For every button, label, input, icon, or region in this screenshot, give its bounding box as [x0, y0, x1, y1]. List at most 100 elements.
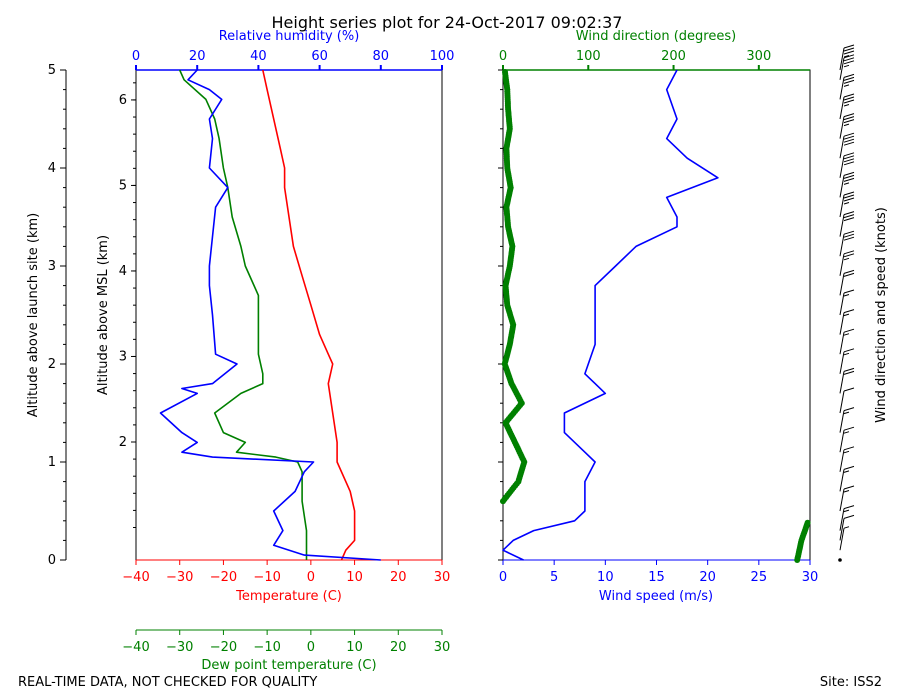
- wind-barb-staff: [839, 77, 845, 100]
- wind-barb-flag: [843, 76, 855, 81]
- wind-barb-flag: [843, 407, 855, 412]
- wind-barb: [839, 426, 855, 453]
- outer-altitude-tick-label: 5: [48, 63, 56, 78]
- wind-barb-flag: [843, 230, 855, 235]
- wind-barb-flag: [843, 367, 855, 372]
- wind-barb-flag: [843, 217, 855, 222]
- wind-barb: [839, 505, 855, 531]
- wind-barb-flag: [843, 171, 855, 176]
- wind-barb-flag: [843, 73, 855, 78]
- wind-barb: [839, 367, 855, 394]
- wind-barb-staff: [839, 508, 845, 531]
- wind-barb-flag: [843, 138, 855, 143]
- dewpoint-tick-label: −40: [122, 640, 149, 655]
- wind-barb-flag: [843, 328, 855, 333]
- wind-barb-staff: [839, 175, 845, 198]
- outer-altitude-label: Altitude above launch site (km): [26, 213, 41, 417]
- wind-speed-tick-label: 10: [597, 570, 614, 585]
- wind-barb-flag: [843, 57, 855, 62]
- msl-altitude-tick-label: 3: [119, 349, 127, 364]
- wind-barb-flag: [843, 289, 855, 294]
- outer-altitude-tick-label: 0: [48, 553, 56, 568]
- wind-barb-flag: [843, 446, 855, 451]
- wind-barb-staff: [839, 449, 845, 472]
- wind-barb-half-flag: [843, 526, 850, 529]
- wind-barb-flag: [843, 309, 855, 314]
- dewpoint-tick-label: −10: [253, 640, 280, 655]
- wind-barb-half-flag: [843, 104, 850, 107]
- humidity-axis-label: Relative humidity (%): [219, 29, 360, 44]
- wind-barb: [839, 446, 855, 472]
- wind-speed-tick-label: 20: [699, 570, 716, 585]
- wind-barb-flag: [843, 119, 855, 124]
- wind-barb-half-flag: [843, 352, 850, 356]
- wind-barb-flag: [843, 79, 855, 84]
- wind-barb-half-flag: [843, 333, 850, 336]
- wind-barb-staff: [839, 390, 845, 414]
- wind-barb-flag: [843, 152, 855, 157]
- wind-barb-staff: [839, 136, 845, 159]
- temperature-tick-label: −40: [122, 570, 149, 585]
- wind-barb: [839, 348, 855, 374]
- wind-barb-flag: [843, 135, 855, 140]
- wind-barb-staff: [839, 234, 845, 257]
- wind-barb-staff: [839, 332, 845, 355]
- outer-altitude-tick-label: 2: [48, 357, 56, 372]
- humidity-tick-label: 40: [250, 49, 267, 64]
- msl-altitude-tick-label: 2: [119, 435, 127, 450]
- wind-barb-flag: [843, 514, 855, 519]
- wind-barb-staff: [839, 488, 845, 512]
- wind-barb-flag: [843, 233, 855, 238]
- wind-barb-half-flag: [843, 55, 850, 58]
- wind-barb: [839, 328, 855, 355]
- wind-barb: [839, 191, 855, 218]
- figure-title: Height series plot for 24-Oct-2017 09:02…: [272, 13, 623, 32]
- dewpoint-tick-label: −20: [210, 640, 237, 655]
- outer-altitude-tick-label: 4: [48, 161, 56, 176]
- wind-barb: [839, 152, 855, 178]
- dewpoint-tick-label: 10: [346, 640, 363, 655]
- wind-speed-tick-label: 15: [648, 570, 665, 585]
- wind-barb-staff: [839, 253, 845, 276]
- outer-altitude-tick-label: 3: [48, 259, 56, 274]
- msl-altitude-tick-label: 4: [119, 264, 127, 279]
- wind-speed-tick-label: 5: [550, 570, 558, 585]
- wind-barb-staff: [839, 469, 845, 492]
- wind-barb-half-flag: [843, 313, 850, 317]
- wind-barb-staff: [839, 430, 845, 453]
- temperature-tick-label: 30: [434, 570, 451, 585]
- wind-barb-staff: [839, 410, 845, 433]
- wind-barb-staff: [839, 57, 845, 80]
- wind-barb: [839, 465, 855, 492]
- wind-barb: [839, 171, 855, 198]
- wind-barb: [838, 558, 842, 562]
- wind-barb-flag: [843, 236, 855, 241]
- msl-altitude-tick-label: 5: [119, 178, 127, 193]
- wind-barb-staff: [839, 371, 845, 394]
- wind-barb-flag: [843, 272, 855, 277]
- wind-barb-flag: [843, 96, 855, 101]
- wind-barb-staff: [839, 47, 845, 71]
- temperature-tick-label: 0: [307, 570, 315, 585]
- msl-altitude-tick-label: 6: [119, 93, 127, 108]
- wind-barb-staff: [839, 292, 845, 316]
- footer-quality-note: REAL-TIME DATA, NOT CHECKED FOR QUALITY: [18, 675, 317, 690]
- wind-barb-flag: [843, 116, 855, 121]
- wind-barb-flag: [843, 211, 855, 216]
- wind-barb-half-flag: [843, 84, 850, 87]
- wind-barb-staff: [839, 194, 845, 218]
- wind-direction-tick-label: 200: [661, 49, 686, 64]
- right-plot-frame: [502, 69, 811, 561]
- wind-barb-half-flag: [843, 294, 850, 297]
- dewpoint-axis-label: Dew point temperature (C): [201, 658, 376, 673]
- wind-barb-half-flag: [843, 182, 850, 185]
- wind-barb-flag: [843, 113, 855, 118]
- wind-barb-half-flag: [843, 431, 850, 434]
- wind-barb: [839, 230, 855, 257]
- wind-barbs-panel: [838, 44, 855, 562]
- wind-direction-point: [804, 519, 811, 526]
- humidity-tick-label: 60: [311, 49, 328, 64]
- wind-barb-half-flag: [843, 123, 850, 127]
- wind-barb-flag: [843, 387, 855, 392]
